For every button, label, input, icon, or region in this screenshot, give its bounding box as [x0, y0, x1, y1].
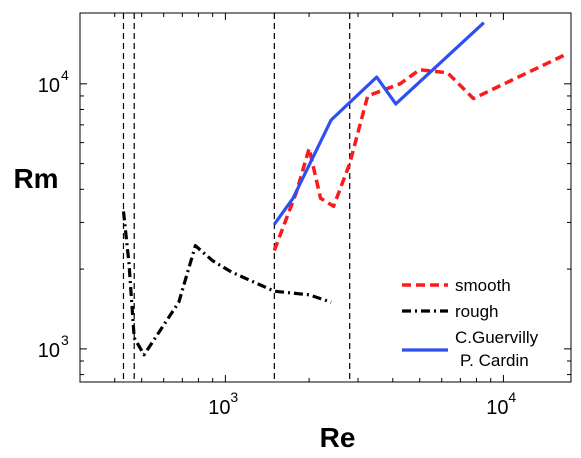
- x-tick-label-2: 10: [486, 397, 508, 419]
- tick-labels: 10 3 10 410 310 4: [38, 67, 517, 419]
- y-tick-label-1: 10: [38, 340, 60, 362]
- series-line-rough: [121, 211, 332, 357]
- y-tick-label-exponent-1: 3: [61, 332, 69, 348]
- y-axis-title: Rm: [13, 163, 58, 194]
- series-line-c-guervilly-p-cardin: [273, 21, 485, 226]
- legend: smooth rough C.Guervilly P. Cardin: [402, 276, 539, 370]
- legend-label-3-line-2: P. Cardin: [460, 351, 529, 370]
- x-tick-label-exponent-2: 4: [508, 389, 516, 405]
- legend-label-3-line-1: C.Guervilly: [455, 328, 539, 347]
- series-layer: [121, 21, 569, 357]
- x-axis-title: Re: [320, 422, 356, 453]
- legend-label-2: rough: [455, 302, 498, 321]
- vertical-reference-lines: [122, 13, 351, 382]
- x-tick-label-exponent-1: 3: [230, 389, 238, 405]
- series-line-smooth: [272, 52, 569, 252]
- y-tick-label-2: 10: [38, 75, 60, 97]
- x-tick-label-1: 10: [208, 397, 230, 419]
- y-tick-label-exponent-2: 4: [61, 67, 69, 83]
- plot-area-frame: [79, 12, 572, 383]
- axis-ticks: [79, 13, 571, 382]
- legend-label-1: smooth: [455, 276, 511, 295]
